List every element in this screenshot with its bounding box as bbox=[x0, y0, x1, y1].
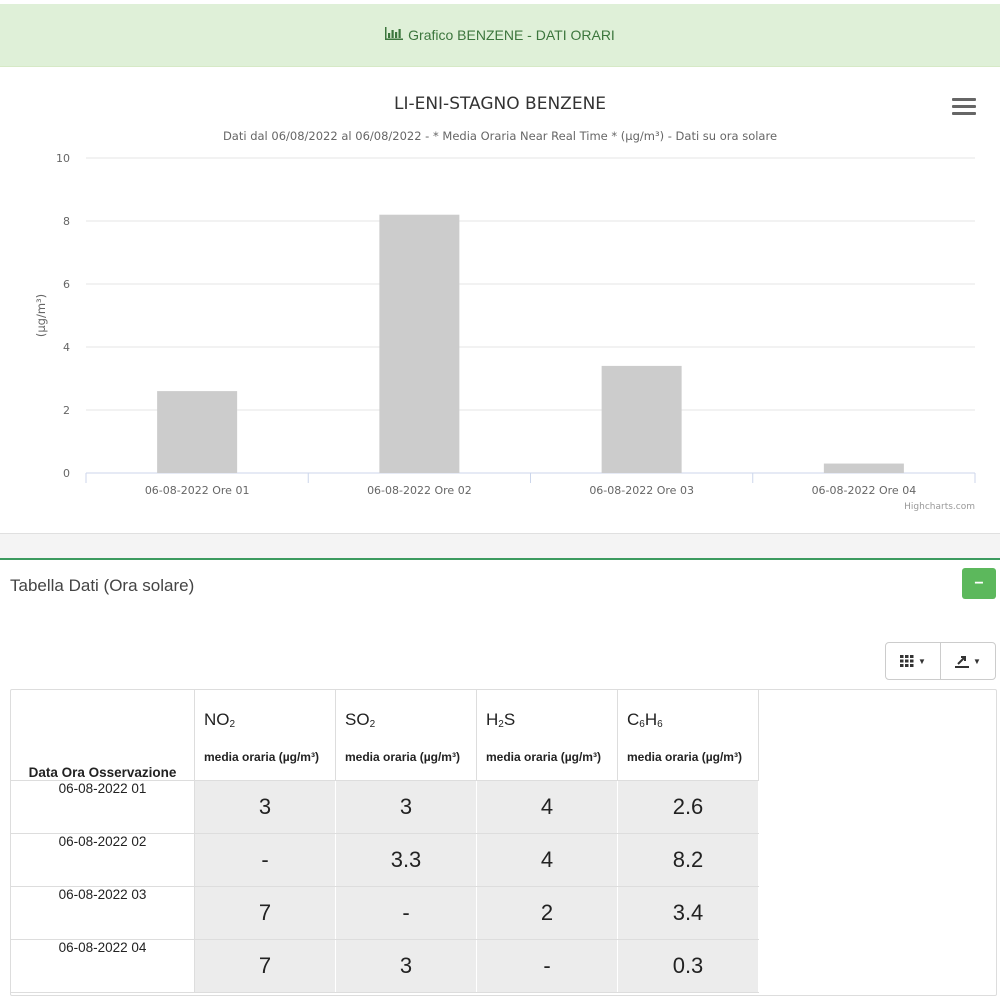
table-row: 06-08-2022 04 7 3 - 0.3 bbox=[11, 939, 759, 993]
pollutant-unit: media oraria (µg/m³) bbox=[486, 750, 601, 764]
x-tick-label: 06-08-2022 Ore 03 bbox=[589, 484, 694, 497]
export-button[interactable]: ▼ bbox=[940, 643, 995, 679]
table-header-row: Data Ora Osservazione NO2 media oraria (… bbox=[11, 690, 759, 781]
bar-chart: 0 2 4 6 8 10 06-08-2022 Ore 01 06-08-2022 Ore 0… bbox=[34, 152, 976, 497]
bar bbox=[379, 214, 460, 473]
row-date: 06-08-2022 02 bbox=[11, 833, 195, 887]
cell-so2: 3.3 bbox=[335, 833, 477, 887]
y-tick-label: 0 bbox=[63, 467, 70, 480]
minus-icon: − bbox=[974, 574, 984, 592]
collapse-button[interactable]: − bbox=[962, 568, 996, 599]
cell-h2s: 4 bbox=[476, 833, 618, 887]
panel-title: Tabella Dati (Ora solare) bbox=[10, 576, 195, 595]
chart-container: 0 2 4 6 8 10 06-08-2022 Ore 01 06-08-2022 Ore 0… bbox=[0, 67, 1000, 534]
bar-chart-icon bbox=[385, 27, 404, 43]
row-date: 06-08-2022 04 bbox=[11, 939, 195, 993]
data-table: Data Ora Osservazione NO2 media oraria (… bbox=[11, 690, 759, 993]
chart-title: LI-ENI-STAGNO BENZENE bbox=[393, 94, 607, 114]
pollutant-subscript: 6 bbox=[639, 719, 645, 730]
banner-title: Grafico BENZENE - DATI ORARI bbox=[408, 27, 615, 43]
y-axis-title: (µg/m³) bbox=[34, 294, 48, 337]
cell-c6h6: 8.2 bbox=[617, 833, 759, 887]
table-row: 06-08-2022 01 3 3 4 2.6 bbox=[11, 780, 759, 834]
y-tick-label: 6 bbox=[63, 278, 70, 291]
bar bbox=[157, 391, 238, 473]
cell-no2: 3 bbox=[194, 780, 336, 834]
pollutant-subscript: 2 bbox=[498, 719, 504, 730]
pollutant-name: H bbox=[486, 710, 499, 729]
x-tick-label: 06-08-2022 Ore 04 bbox=[812, 484, 917, 497]
cell-h2s: - bbox=[476, 939, 618, 993]
cell-h2s: 4 bbox=[476, 780, 618, 834]
chevron-down-icon: ▼ bbox=[918, 656, 926, 666]
columns-toggle-button[interactable]: ▼ bbox=[886, 643, 940, 679]
pollutant-unit: media oraria (µg/m³) bbox=[204, 750, 319, 764]
pollutant-name-part2: S bbox=[503, 710, 516, 729]
pollutant-name: NO bbox=[204, 710, 230, 729]
table-row: 06-08-2022 02 - 3.3 4 8.2 bbox=[11, 833, 759, 887]
cell-so2: - bbox=[335, 886, 477, 940]
x-tick-label: 06-08-2022 Ore 02 bbox=[367, 484, 472, 497]
column-header-c6h6[interactable]: C6H6 media oraria (µg/m³) bbox=[617, 690, 759, 781]
pollutant-unit: media oraria (µg/m³) bbox=[345, 750, 460, 764]
column-header-so2[interactable]: SO2 media oraria (µg/m³) bbox=[335, 690, 477, 781]
chart-banner: Grafico BENZENE - DATI ORARI bbox=[0, 4, 1000, 67]
data-table-wrapper: Data Ora Osservazione NO2 media oraria (… bbox=[10, 689, 997, 996]
chart-subtitle: Dati dal 06/08/2022 al 06/08/2022 - * Me… bbox=[222, 129, 778, 143]
pollutant-subscript: 2 bbox=[369, 719, 376, 730]
column-header-date[interactable]: Data Ora Osservazione bbox=[11, 690, 195, 781]
column-header-no2[interactable]: NO2 media oraria (µg/m³) bbox=[194, 690, 336, 781]
cell-c6h6: 2.6 bbox=[617, 780, 759, 834]
pollutant-unit: media oraria (µg/m³) bbox=[627, 750, 742, 764]
y-tick-label: 2 bbox=[63, 404, 70, 417]
table-row: 06-08-2022 03 7 - 2 3.4 bbox=[11, 886, 759, 940]
y-tick-label: 8 bbox=[63, 215, 70, 228]
y-tick-label: 4 bbox=[63, 341, 70, 354]
cell-no2: - bbox=[194, 833, 336, 887]
export-icon bbox=[955, 655, 970, 668]
cell-so2: 3 bbox=[335, 939, 477, 993]
cell-c6h6: 3.4 bbox=[617, 886, 759, 940]
pollutant-name: SO bbox=[345, 710, 370, 729]
chevron-down-icon: ▼ bbox=[973, 656, 981, 666]
cell-h2s: 2 bbox=[476, 886, 618, 940]
pollutant-name-part2: H bbox=[644, 710, 658, 729]
cell-so2: 3 bbox=[335, 780, 477, 834]
row-date: 06-08-2022 01 bbox=[11, 780, 195, 834]
cell-no2: 7 bbox=[194, 939, 336, 993]
x-tick-label: 06-08-2022 Ore 01 bbox=[145, 484, 250, 497]
hamburger-menu-icon[interactable] bbox=[952, 98, 976, 118]
bar bbox=[823, 463, 904, 473]
chart-credits[interactable]: Highcharts.com bbox=[904, 502, 975, 512]
columns-icon bbox=[900, 655, 914, 667]
table-toolbar: ▼ ▼ bbox=[885, 642, 996, 680]
cell-c6h6: 0.3 bbox=[617, 939, 759, 993]
column-header-h2s[interactable]: H2S media oraria (µg/m³) bbox=[476, 690, 618, 781]
pollutant-subscript-2: 6 bbox=[657, 719, 663, 730]
pollutant-name: C bbox=[627, 710, 640, 729]
bar bbox=[601, 365, 682, 473]
data-table-panel: Tabella Dati (Ora solare) − ▼ ▼ Data Ora… bbox=[0, 558, 1000, 1000]
y-tick-label: 10 bbox=[56, 152, 70, 165]
pollutant-subscript: 2 bbox=[229, 719, 236, 730]
row-date: 06-08-2022 03 bbox=[11, 886, 195, 940]
cell-no2: 7 bbox=[194, 886, 336, 940]
section-divider bbox=[0, 534, 1000, 558]
